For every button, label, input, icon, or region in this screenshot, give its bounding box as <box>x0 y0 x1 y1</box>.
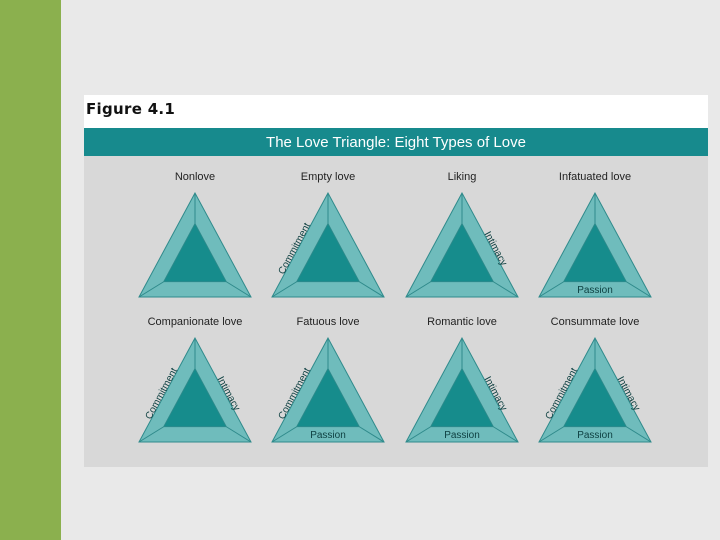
triangle-connector <box>538 426 564 443</box>
figure-title-bar: The Love Triangle: Eight Types of Love <box>84 128 708 156</box>
triangle-connector <box>359 426 385 443</box>
triangle-name: Companionate love <box>148 316 243 328</box>
triangle-connector <box>271 426 297 443</box>
love-triangles-diagram: Nonlove Empty loveCommitmentLikingIntimac… <box>138 171 652 443</box>
figure-card: Figure 4.1 The Love Triangle: Eight Type… <box>84 95 708 467</box>
triangle-connector <box>226 426 252 443</box>
triangle-inner <box>162 222 228 283</box>
triangle-inner <box>295 222 361 283</box>
triangle-connector <box>359 281 385 298</box>
triangle-inner <box>562 222 628 283</box>
triangle-connector <box>405 281 431 298</box>
triangle-name: Infatuated love <box>559 171 631 183</box>
triangle-inner <box>429 222 495 283</box>
triangle-name: Fatuous love <box>297 316 360 328</box>
triangle-name: Nonlove <box>175 171 215 183</box>
triangle-name: Empty love <box>301 171 355 183</box>
triangle-connector <box>138 281 164 298</box>
triangle-inner <box>295 367 361 428</box>
triangle-connector <box>138 426 164 443</box>
passion-label: Passion <box>577 430 613 441</box>
accent-sidebar <box>0 0 61 540</box>
triangle-connector <box>538 281 564 298</box>
passion-label: Passion <box>577 285 613 296</box>
triangle-name: Consummate love <box>551 316 640 328</box>
passion-label: Passion <box>444 430 480 441</box>
triangle-name: Romantic love <box>427 316 497 328</box>
figure-label: Figure 4.1 <box>86 100 176 118</box>
triangle-connector <box>493 281 519 298</box>
triangle-inner <box>429 367 495 428</box>
figure-label-strip: Figure 4.1 <box>84 95 708 128</box>
triangle-connector <box>626 281 652 298</box>
passion-label: Passion <box>310 430 346 441</box>
triangle-connector <box>626 426 652 443</box>
triangle-connector <box>405 426 431 443</box>
triangle-name: Liking <box>448 171 477 183</box>
figure-title: The Love Triangle: Eight Types of Love <box>266 134 526 151</box>
triangle-connector <box>226 281 252 298</box>
triangle-connector <box>493 426 519 443</box>
triangle-inner <box>162 367 228 428</box>
triangle-connector <box>271 281 297 298</box>
triangle-inner <box>562 367 628 428</box>
